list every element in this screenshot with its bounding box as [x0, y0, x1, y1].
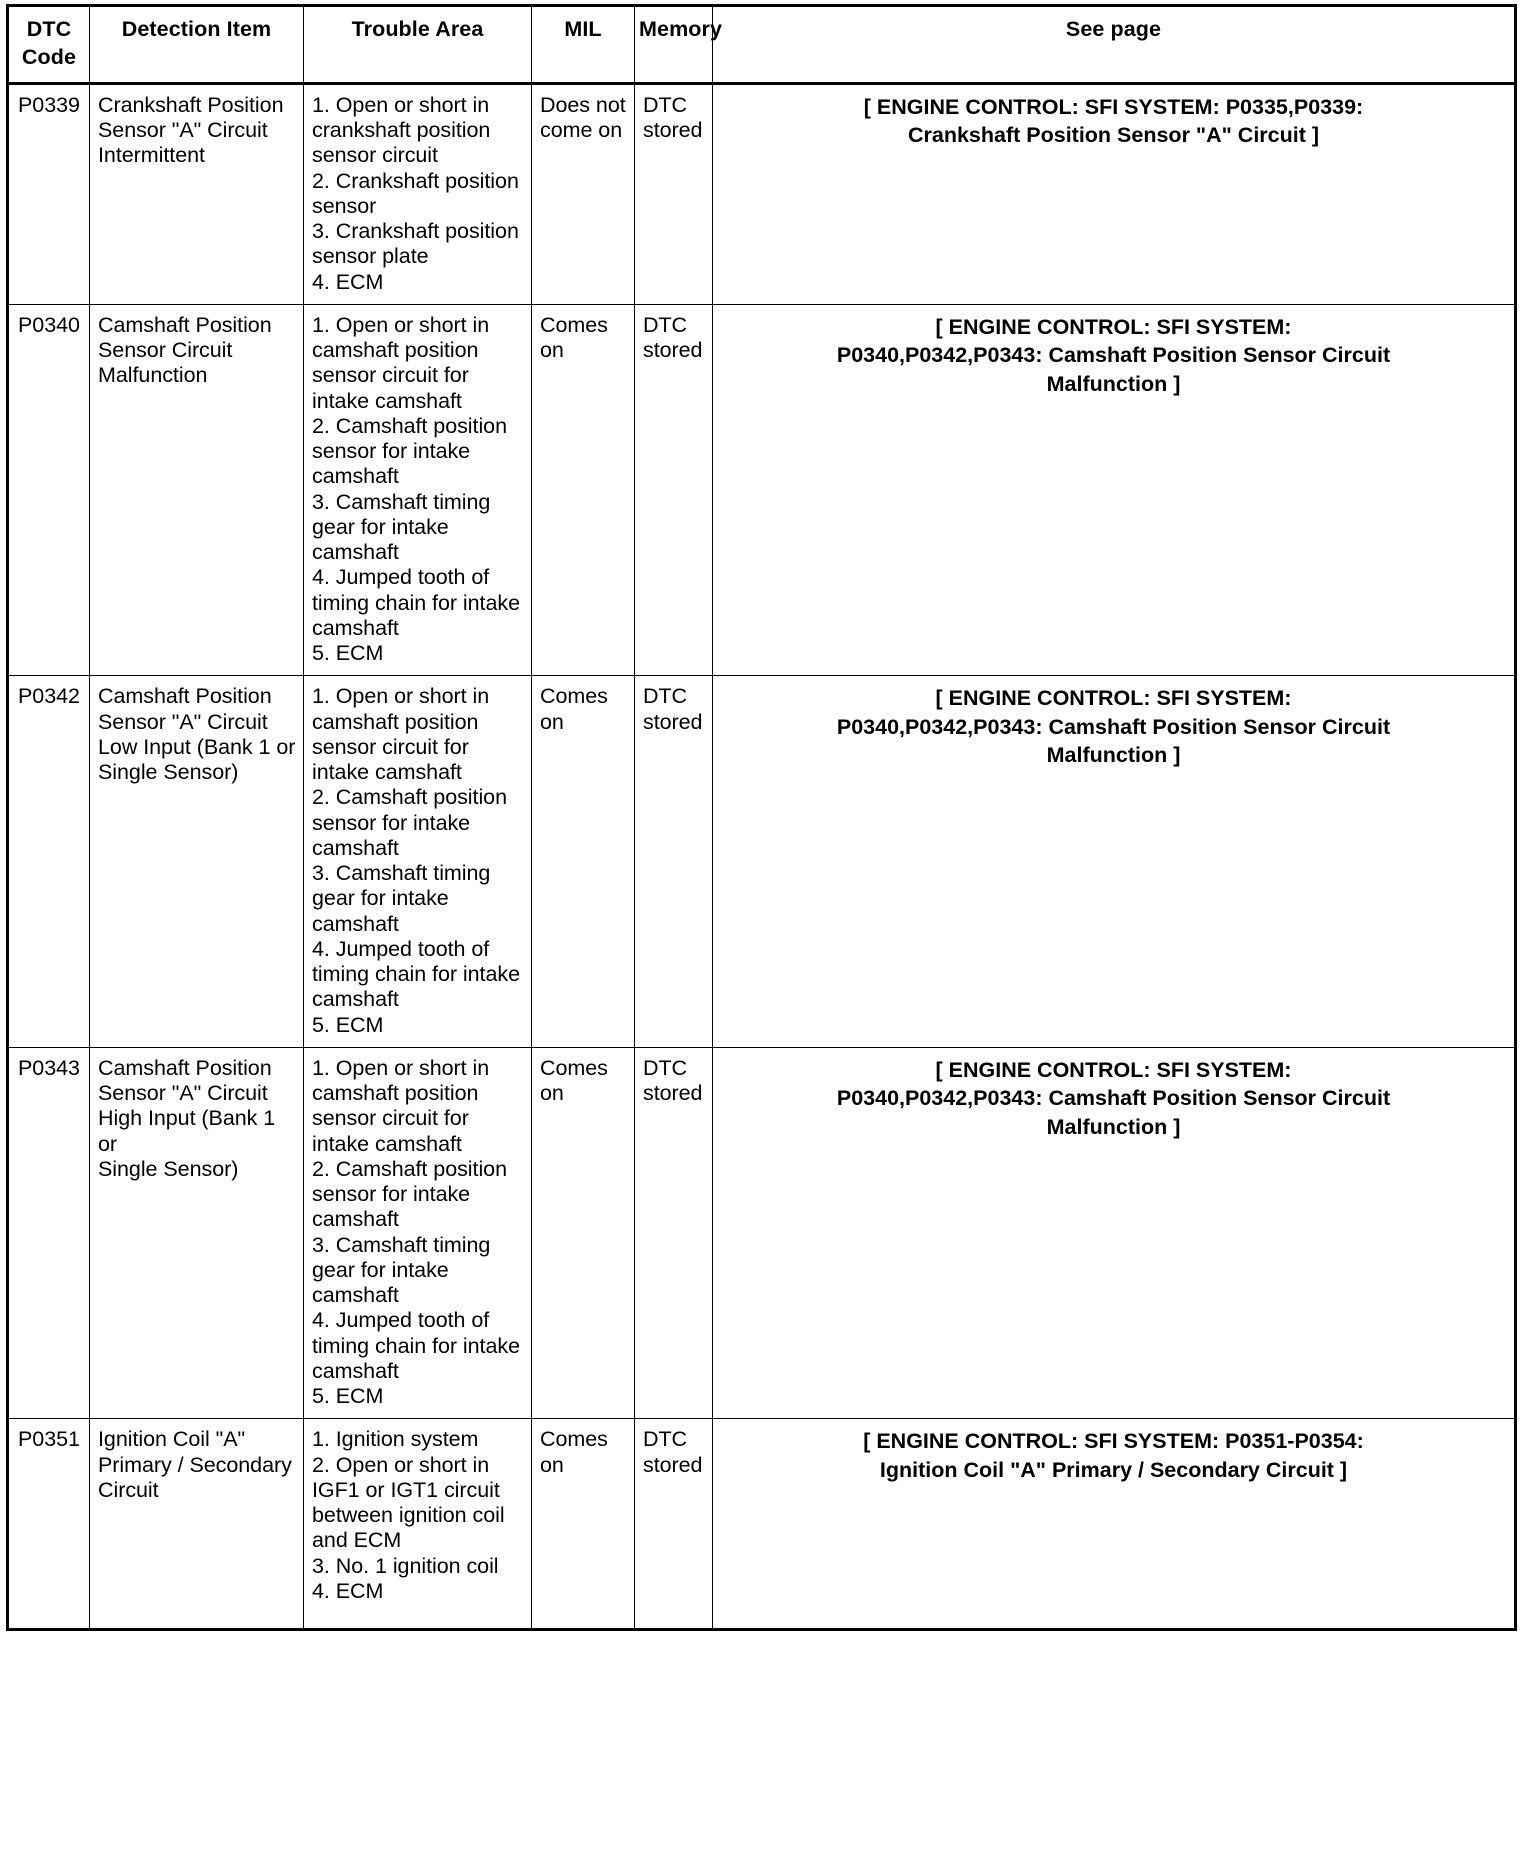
cell-dtc-code: P0351	[7, 1418, 90, 1632]
see-page-reference: [ ENGINE CONTROL: SFI SYSTEM: P0335,P033…	[863, 94, 1364, 148]
column-header-mil: MIL	[531, 5, 635, 85]
column-header-see-page-label: See page	[1065, 17, 1162, 41]
cell-dtc-code: P0343	[7, 1046, 90, 1420]
see-page-reference: [ ENGINE CONTROL: SFI SYSTEM: P0340,P034…	[836, 1057, 1391, 1139]
cell-mil: Comes on	[531, 675, 635, 1048]
cell-detection-item: Camshaft Position Sensor "A" Circuit Hig…	[89, 1046, 304, 1420]
table-row: P0342 Camshaft Position Sensor "A" Circu…	[7, 675, 1516, 1048]
column-header-mil-label: MIL	[564, 17, 602, 41]
see-page-reference: [ ENGINE CONTROL: SFI SYSTEM: P0340,P034…	[836, 314, 1391, 396]
dtc-chart-table: DTC Code Detection Item Trouble Area MIL…	[6, 4, 1517, 1632]
cell-see-page: [ ENGINE CONTROL: SFI SYSTEM: P0351-P035…	[712, 1418, 1516, 1632]
cell-trouble-area: 1. Open or short in crankshaft position …	[303, 82, 532, 305]
cell-detection-item: Camshaft Position Sensor Circuit Malfunc…	[89, 303, 304, 677]
cell-memory: DTC stored	[634, 82, 713, 305]
cell-dtc-code: P0340	[7, 303, 90, 677]
memory-value: DTC stored	[643, 312, 703, 363]
detection-item-value: Crankshaft Position Sensor "A" Circuit I…	[98, 92, 284, 168]
cell-trouble-area: 1. Ignition system 2. Open or short in I…	[303, 1418, 532, 1632]
memory-value: DTC stored	[643, 92, 703, 143]
memory-value: DTC stored	[643, 1055, 703, 1106]
trouble-area-value: 1. Open or short in camshaft position se…	[312, 684, 520, 1037]
cell-memory: DTC stored	[634, 675, 713, 1048]
column-header-detection-item-label: Detection Item	[121, 17, 272, 41]
mil-value: Comes on	[540, 684, 608, 734]
memory-value: DTC stored	[643, 684, 703, 734]
trouble-area-value: 1. Open or short in crankshaft position …	[312, 92, 519, 294]
detection-item-value: Camshaft Position Sensor Circuit Malfunc…	[98, 312, 272, 388]
cell-trouble-area: 1. Open or short in camshaft position se…	[303, 303, 532, 677]
detection-item-value: Camshaft Position Sensor "A" Circuit Low…	[98, 684, 296, 785]
cell-see-page: [ ENGINE CONTROL: SFI SYSTEM: P0340,P034…	[712, 1046, 1516, 1420]
table-row: P0339 Crankshaft Position Sensor "A" Cir…	[7, 82, 1516, 305]
cell-mil: Comes on	[531, 303, 635, 677]
cell-detection-item: Crankshaft Position Sensor "A" Circuit I…	[89, 82, 304, 305]
dtc-code-value: P0339	[18, 92, 80, 117]
cell-see-page: [ ENGINE CONTROL: SFI SYSTEM: P0340,P034…	[712, 675, 1516, 1048]
cell-detection-item: Camshaft Position Sensor "A" Circuit Low…	[89, 675, 304, 1048]
dtc-code-value: P0340	[18, 312, 80, 337]
cell-see-page: [ ENGINE CONTROL: SFI SYSTEM: P0340,P034…	[712, 303, 1516, 677]
cell-memory: DTC stored	[634, 1418, 713, 1632]
mil-value: Comes on	[540, 312, 608, 363]
see-page-reference: [ ENGINE CONTROL: SFI SYSTEM: P0340,P034…	[836, 686, 1391, 768]
mil-value: Does not come on	[540, 92, 626, 143]
cell-memory: DTC stored	[634, 303, 713, 677]
column-header-detection-item: Detection Item	[89, 5, 304, 85]
column-header-see-page: See page	[712, 5, 1516, 85]
column-header-memory: Memory	[634, 5, 723, 85]
table-body: P0339 Crankshaft Position Sensor "A" Cir…	[7, 82, 1516, 1632]
column-header-memory-label: Memory	[639, 17, 723, 41]
column-header-dtc-code-label: DTC Code	[21, 17, 77, 69]
trouble-area-value: 1. Ignition system 2. Open or short in I…	[312, 1427, 505, 1603]
cell-trouble-area: 1. Open or short in camshaft position se…	[303, 1046, 532, 1420]
memory-value: DTC stored	[643, 1427, 703, 1477]
header-row: DTC Code Detection Item Trouble Area MIL…	[7, 5, 1516, 85]
cell-trouble-area: 1. Open or short in camshaft position se…	[303, 675, 532, 1048]
see-page-reference: [ ENGINE CONTROL: SFI SYSTEM: P0351-P035…	[863, 1429, 1364, 1482]
table-header: DTC Code Detection Item Trouble Area MIL…	[7, 5, 1516, 85]
table-row: P0343 Camshaft Position Sensor "A" Circu…	[7, 1046, 1516, 1420]
table-row: P0351 Ignition Coil "A" Primary / Second…	[7, 1418, 1516, 1632]
dtc-code-value: P0351	[18, 1427, 80, 1452]
cell-dtc-code: P0342	[7, 675, 90, 1048]
trouble-area-value: 1. Open or short in camshaft position se…	[312, 312, 520, 666]
cell-mil: Comes on	[531, 1418, 635, 1632]
cell-detection-item: Ignition Coil "A" Primary / Secondary Ci…	[89, 1418, 304, 1632]
detection-item-value: Camshaft Position Sensor "A" Circuit Hig…	[98, 1055, 276, 1181]
column-header-trouble-area-label: Trouble Area	[351, 17, 484, 41]
mil-value: Comes on	[540, 1427, 608, 1477]
table-row: P0340 Camshaft Position Sensor Circuit M…	[7, 303, 1516, 677]
trouble-area-value: 1. Open or short in camshaft position se…	[312, 1055, 520, 1409]
column-header-trouble-area: Trouble Area	[303, 5, 532, 85]
cell-mil: Comes on	[531, 1046, 635, 1420]
mil-value: Comes on	[540, 1055, 608, 1106]
cell-see-page: [ ENGINE CONTROL: SFI SYSTEM: P0335,P033…	[712, 82, 1516, 305]
cell-dtc-code: P0339	[7, 82, 90, 305]
cell-memory: DTC stored	[634, 1046, 713, 1420]
dtc-code-value: P0342	[18, 684, 80, 709]
detection-item-value: Ignition Coil "A" Primary / Secondary Ci…	[98, 1427, 292, 1502]
cell-mil: Does not come on	[531, 82, 635, 305]
dtc-code-value: P0343	[18, 1055, 80, 1080]
column-header-dtc-code: DTC Code	[7, 5, 90, 85]
